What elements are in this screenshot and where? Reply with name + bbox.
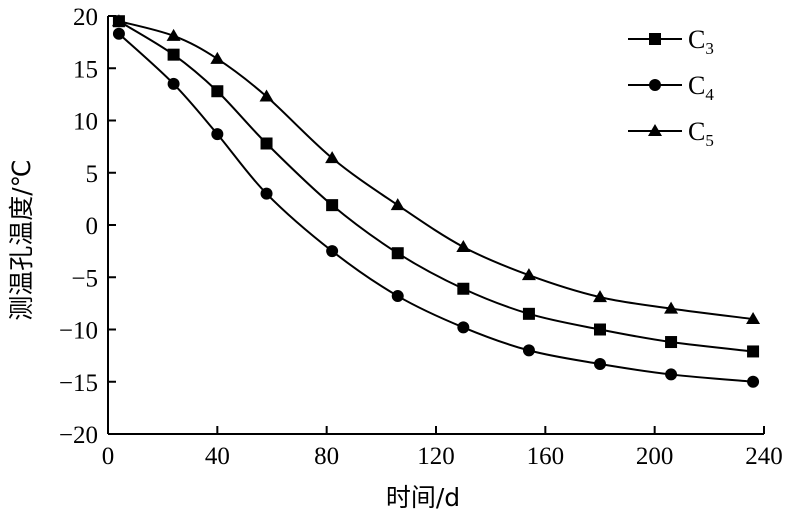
x-tick-label: 0 [102,443,115,470]
x-tick-label: 120 [417,443,455,470]
series-c3-point [747,345,760,358]
legend-c4-label-main: C [688,71,705,100]
legend-c5-label-sub: 5 [705,131,714,150]
series-c5-point [390,198,405,211]
series-c3 [112,15,760,358]
series-c3-point [391,247,404,260]
y-axis-title: 测温孔温度/℃ [7,159,36,321]
series-c5-point [664,301,679,314]
legend-c4-label-sub: 4 [705,85,714,104]
y-tick-label: 15 [73,56,98,83]
series-c4-point [665,368,678,381]
series-c4-point [211,128,224,141]
series-c3-point [665,336,678,349]
series-c3-point [211,85,224,98]
series-c5-point [746,312,761,325]
legend-c3-label: C3 [688,25,714,58]
series-c3-point [260,137,273,150]
series-c3-point [522,307,535,320]
y-tick-label: 20 [73,4,98,31]
legend-c3-label-main: C [688,25,705,54]
series-c5-point [456,239,471,252]
series-c4-point [260,187,273,200]
series-c3-point [594,323,606,336]
series-c5-point [259,89,274,102]
series-c3-point [167,48,180,61]
series-c5-point [593,290,607,303]
series-layer [111,14,761,388]
legend-c4-marker [649,79,661,91]
y-tick-label: −20 [59,422,98,449]
series-c4-point [112,27,125,40]
x-tick-label: 200 [636,443,674,470]
series-c4 [112,27,760,388]
series-c4-point [747,375,760,388]
legend-c4-label: C4 [688,71,714,104]
x-tick-label: 160 [527,443,565,470]
legend-c3-marker [649,33,661,45]
legend-item-c3: C3 [628,25,714,58]
series-c3-point [326,199,339,212]
series-c5 [111,14,761,325]
legend-item-c4: C4 [628,71,714,104]
series-c4-point [326,245,339,258]
series-c4-point [457,321,470,334]
series-c5-point [166,28,181,41]
series-c4-point [391,290,404,303]
series-c5-point [325,151,340,164]
y-tick-label: −15 [59,370,98,397]
series-c4-point [594,357,606,370]
x-tick-label: 240 [745,443,783,470]
y-tick-label: −10 [59,318,98,345]
y-tick-label: 0 [86,213,99,240]
y-tick-label: 5 [86,161,99,188]
series-c5-point [111,14,126,27]
series-c5-point [210,51,225,64]
x-tick-label: 80 [314,443,339,470]
x-tick-label: 40 [205,443,230,470]
legend-item-c5: C5 [628,117,714,150]
legend-c5-label-main: C [688,117,705,146]
legend-c3-label-sub: 3 [705,39,714,58]
series-c3-line [118,20,754,353]
series-c5-point [521,268,536,281]
series-c3-point [457,282,470,295]
y-tick-label: −5 [71,265,98,292]
legend-c5-label: C5 [688,117,714,150]
legend-c5-marker [648,124,662,136]
x-axis-title: 时间/d [386,483,460,512]
series-c4-point [167,77,180,90]
series-c4-point [522,344,535,357]
y-tick-label: 10 [73,109,98,136]
